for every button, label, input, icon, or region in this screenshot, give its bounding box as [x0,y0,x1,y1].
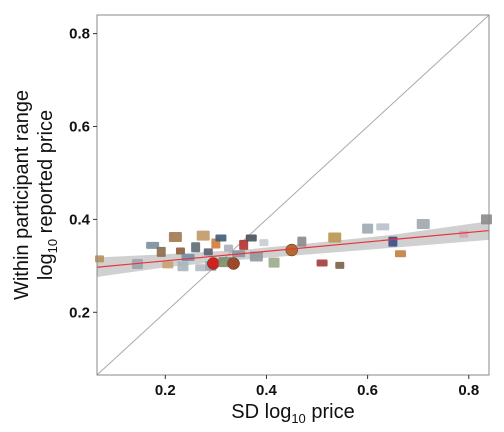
data-point [207,257,220,270]
y-tick-label: 0.6 [69,118,90,135]
data-point [297,236,307,247]
data-point [416,219,430,230]
data-point [328,232,342,243]
data-point [196,230,210,241]
x-tick-label: 0.8 [458,382,479,399]
data-point [335,261,345,269]
y-axis-title: Within participant range log10 reported … [11,90,60,300]
y-tick-label: 0.2 [69,304,90,321]
y-axis-title-line2: log10 reported price [35,110,60,280]
plot-area [95,14,492,376]
plot-border [96,14,490,376]
data-point [394,250,406,258]
x-axis: 0.2 0.4 0.6 0.8 [155,375,479,399]
data-point [388,236,398,247]
x-tick-label: 0.4 [256,382,278,399]
data-point [224,244,234,252]
y-tick-label: 0.8 [69,26,90,43]
data-point [156,246,166,257]
data-point [181,253,195,261]
data-point [146,241,160,249]
identity-line [96,14,490,376]
data-point [203,248,213,256]
data-point [191,242,201,253]
data-point [316,259,328,267]
x-axis-title: SD log10 price [231,401,354,426]
data-point [376,223,390,231]
data-point [285,243,298,257]
data-point [249,251,263,262]
y-axis: 0.2 0.4 0.6 0.8 [69,26,97,321]
data-point [177,261,189,272]
data-point [195,264,207,272]
data-point [245,234,257,242]
data-point [227,257,240,270]
data-point [175,247,185,255]
data-point [268,257,280,268]
data-point [168,232,182,243]
y-tick-label: 0.4 [69,211,91,228]
x-tick-label: 0.6 [357,382,378,399]
y-axis-title-line1: Within participant range [11,90,33,300]
data-point [259,239,269,247]
fit-line [96,229,490,268]
x-tick-label: 0.2 [155,382,176,399]
data-point [239,239,249,250]
data-point [480,214,492,225]
data-point [459,230,469,238]
data-point [95,255,105,263]
data-point [215,234,227,242]
data-point [362,223,374,234]
data-point [162,261,174,269]
